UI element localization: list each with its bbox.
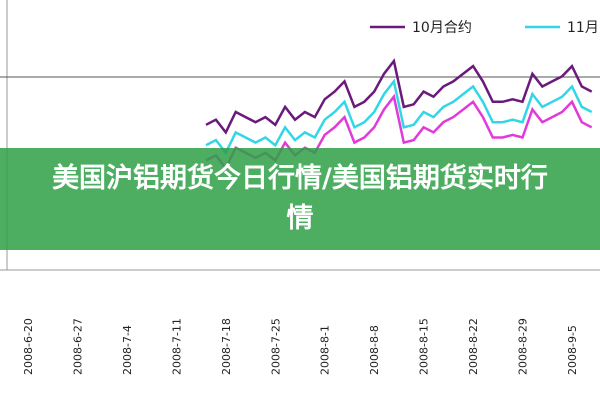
- x-tick-label: 2008-8-1: [319, 325, 332, 375]
- x-tick-label: 2008-9-5: [566, 325, 579, 375]
- x-tick-label: 2008-7-11: [170, 318, 183, 375]
- x-tick-label: 2008-8-29: [517, 318, 530, 375]
- x-tick-label: 2008-8-15: [418, 318, 431, 375]
- banner-title: 美国沪铝期货今日行情/美国铝期货实时行情: [52, 163, 548, 234]
- series-line: [205, 58, 593, 135]
- legend-label: 10月合约: [412, 20, 472, 36]
- series-line: [205, 78, 593, 156]
- x-tick-label: 2008-8-22: [467, 318, 480, 375]
- x-tick-label: 2008-6-27: [71, 318, 84, 375]
- x-tick-label: 2008-7-25: [269, 318, 282, 375]
- x-tick-label: 2008-7-18: [220, 318, 233, 375]
- legend-label: 11月: [567, 20, 599, 36]
- banner: 美国沪铝期货今日行情/美国铝期货实时行情: [0, 148, 600, 250]
- x-tick-label: 2008-6-20: [22, 318, 35, 375]
- x-tick-label: 2008-8-8: [368, 325, 381, 375]
- x-tick-label: 2008-7-4: [121, 325, 134, 375]
